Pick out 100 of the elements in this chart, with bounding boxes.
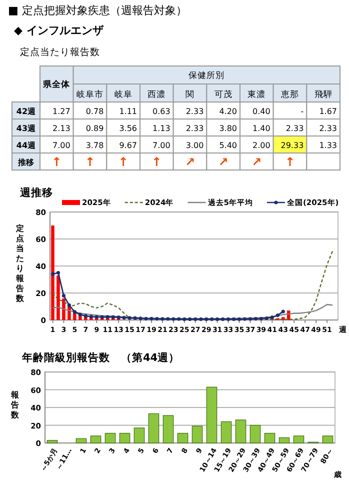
point	[160, 317, 164, 321]
y-axis-title: 定点当たり報告数	[15, 223, 25, 303]
point	[259, 316, 263, 320]
y-tick-label: 42週	[16, 107, 37, 116]
data-label: 0.63	[152, 107, 170, 116]
x-tick-label: 西濃	[148, 89, 166, 100]
bar	[206, 386, 218, 444]
point	[270, 316, 274, 320]
point	[254, 316, 258, 321]
bar	[192, 426, 203, 444]
point	[133, 316, 137, 320]
data-label: 2.33	[186, 124, 204, 133]
bar	[235, 420, 246, 444]
data-label: 4.20	[219, 107, 237, 116]
data-label: 9.67	[119, 141, 137, 150]
data-label: 3.56	[119, 124, 137, 133]
bar	[148, 413, 160, 444]
data-label: 1.27	[52, 107, 70, 116]
bar	[177, 432, 188, 444]
point	[50, 272, 55, 276]
bar	[264, 432, 276, 444]
point	[94, 315, 98, 319]
point	[221, 317, 225, 321]
point	[232, 317, 236, 321]
text: -	[300, 107, 304, 116]
bar	[51, 226, 54, 320]
point	[237, 317, 242, 321]
bar	[220, 421, 232, 444]
text: ↗	[252, 155, 262, 169]
y-tick-label: 推移	[17, 158, 34, 167]
point	[166, 317, 170, 321]
y-tick-label: 43週	[16, 124, 37, 133]
point	[204, 317, 208, 321]
point	[177, 317, 181, 321]
text: ↗	[218, 155, 228, 169]
data-label: 2.33	[319, 124, 337, 133]
bar	[162, 415, 174, 444]
data-label: 1.13	[152, 124, 170, 133]
bar	[62, 298, 66, 320]
point	[56, 270, 60, 275]
data-label: 7.00	[52, 141, 70, 150]
x-tick-label: 岐阜市	[76, 89, 104, 100]
data-label: 0.89	[86, 124, 104, 133]
y-tick-label: 44週	[16, 141, 37, 150]
bar	[278, 437, 290, 444]
point	[62, 294, 66, 298]
point	[78, 312, 82, 316]
data-label: 7.00	[152, 141, 170, 150]
bar	[322, 436, 334, 444]
point	[182, 317, 186, 321]
data-label: 3.78	[86, 141, 104, 150]
point	[89, 314, 93, 318]
bar	[46, 440, 58, 444]
data-label: 1.33	[319, 141, 337, 150]
chart-title: 年齢階級別報告数 （第44週）	[21, 351, 180, 364]
bar	[76, 438, 87, 444]
x-tick-label: 県全体	[42, 79, 72, 90]
data-label: 1.67	[319, 107, 337, 116]
chart-title: ■ 定点把握対象疾患（週報告対象）	[8, 4, 187, 17]
point	[276, 313, 280, 318]
x-tick-label: 岐阜	[114, 89, 132, 100]
text: ↑	[52, 155, 62, 169]
y-axis-title: 報告数	[10, 390, 20, 420]
data-label: 5.40	[219, 141, 237, 150]
bar	[293, 436, 304, 444]
data-label: 3.80	[219, 124, 237, 133]
text: ↗	[184, 155, 196, 169]
x-tick-label: 関	[186, 89, 194, 100]
bar	[119, 432, 130, 444]
bar	[104, 432, 116, 444]
data-label: 2.33	[286, 124, 304, 133]
point	[199, 317, 203, 321]
point	[111, 315, 115, 319]
point	[264, 316, 268, 320]
x-tick-label: 可茂	[214, 89, 232, 100]
chart-subtitle: ◆ インフルエンザ	[14, 24, 104, 37]
data-label: 0.40	[252, 107, 270, 116]
point	[72, 310, 76, 314]
point	[226, 317, 230, 321]
text: ↑	[118, 155, 128, 169]
point	[281, 310, 285, 314]
data-label: 29.33	[280, 141, 304, 150]
point	[122, 316, 126, 320]
point	[216, 317, 220, 321]
point	[194, 317, 198, 321]
chart-title: 週推移	[19, 186, 53, 199]
data-label: 2.13	[52, 124, 70, 133]
point	[128, 316, 132, 320]
data-label: 2.00	[252, 141, 270, 150]
point	[150, 316, 154, 320]
point	[242, 317, 247, 321]
data-label: 1.11	[119, 107, 137, 116]
point	[67, 303, 71, 307]
point	[155, 316, 159, 321]
bar	[56, 275, 60, 320]
x-tick-label: 飛騨	[314, 89, 332, 100]
text: ↑	[284, 155, 296, 169]
point	[116, 316, 120, 320]
data-label: 0.78	[86, 107, 104, 116]
data-label: 3.00	[186, 141, 204, 150]
